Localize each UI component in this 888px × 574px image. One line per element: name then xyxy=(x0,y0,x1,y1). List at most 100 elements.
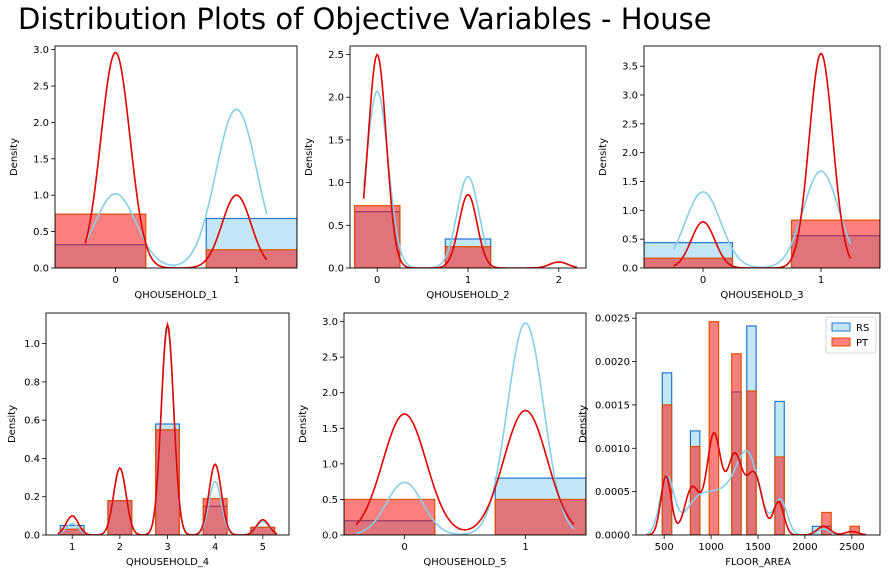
y-tick-label: 0.5 xyxy=(622,235,638,246)
x-tick-label: 2 xyxy=(556,275,562,286)
y-tick-label: 3.0 xyxy=(33,45,49,56)
bar-pt-8 xyxy=(849,525,860,535)
x-tick-label: 1 xyxy=(69,542,75,553)
y-tick-label: 3.0 xyxy=(622,91,638,102)
y-tick-label: 0.5 xyxy=(33,227,49,238)
y-tick-label: 1.0 xyxy=(328,178,344,189)
y-tick-label: 3.0 xyxy=(322,317,338,328)
x-axis-label: QHOUSEHOLD_4 xyxy=(126,557,209,568)
plot-area xyxy=(646,321,867,535)
y-tick-label: 0.0025 xyxy=(595,314,630,325)
legend-swatch-pt xyxy=(831,337,851,347)
bar-pt-1 xyxy=(644,257,734,268)
plot-area xyxy=(344,322,586,535)
legend-swatch-rs xyxy=(831,322,851,332)
y-axis-label: Density xyxy=(304,138,315,176)
x-tick-label: 3 xyxy=(164,542,170,553)
bar-pt-2 xyxy=(205,249,297,268)
y-tick-label: 0.0 xyxy=(24,531,40,542)
y-tick-label: 0.0015 xyxy=(595,400,630,411)
y-tick-label: 1.5 xyxy=(322,424,338,435)
plot-area xyxy=(644,52,880,268)
plot-area xyxy=(57,321,278,535)
y-tick-label: 1.0 xyxy=(24,339,40,350)
y-axis-label: Density xyxy=(9,138,20,176)
bar-pt-7 xyxy=(821,511,832,535)
bar-pt-5 xyxy=(250,526,276,535)
subplot-4: 1 2 3 4 5 0.0 0.2 0.4 0.6 0.8 1.0 QHOUSEHOLD_4 Densi… xyxy=(7,312,290,568)
y-tick-label: 0.0 xyxy=(622,264,638,275)
x-axis-label: QHOUSEHOLD_1 xyxy=(134,290,217,301)
y-tick-label: 2.5 xyxy=(622,119,638,130)
y-tick-label: 1.0 xyxy=(622,206,638,217)
x-tick-label: 2000 xyxy=(792,542,817,553)
y-tick-label: 1.0 xyxy=(322,459,338,470)
figure-title: Distribution Plots of Objective Variable… xyxy=(18,2,712,36)
y-tick-label: 0.0000 xyxy=(595,531,630,542)
kde-line-pt xyxy=(673,52,852,268)
y-tick-label: 0.0 xyxy=(322,531,338,542)
bar-pt-4 xyxy=(731,353,742,535)
kde-line-rs xyxy=(646,450,852,535)
y-tick-label: 2.5 xyxy=(33,82,49,93)
x-tick-label: 1 xyxy=(522,542,528,553)
x-tick-label: 1500 xyxy=(745,542,770,553)
x-axis-label: QHOUSEHOLD_3 xyxy=(720,290,803,301)
bar-pt-5 xyxy=(746,390,757,535)
y-tick-label: 2.0 xyxy=(328,93,344,104)
bar-pt-2 xyxy=(689,445,701,535)
axes-frame xyxy=(643,45,881,269)
bar-pt-1 xyxy=(55,213,147,268)
kde-line-pt xyxy=(362,53,578,268)
y-tick-label: 0.8 xyxy=(24,377,40,388)
x-tick-label: 0 xyxy=(112,275,118,286)
y-tick-label: 0.4 xyxy=(24,454,40,465)
kde-line-rs xyxy=(84,108,268,266)
y-tick-label: 1.5 xyxy=(328,135,344,146)
kde-line-rs xyxy=(355,322,575,535)
x-tick-label: 2500 xyxy=(839,542,864,553)
y-tick-label: 2.0 xyxy=(622,148,638,159)
kde-line-pt xyxy=(646,431,867,535)
y-tick-label: 0.2 xyxy=(24,492,40,503)
y-axis-label: Density xyxy=(578,405,589,443)
x-tick-label: 1 xyxy=(233,275,239,286)
y-axis-label: Density xyxy=(298,405,309,443)
y-tick-label: 0.5 xyxy=(322,495,338,506)
y-tick-label: 2.5 xyxy=(322,353,338,364)
legend-label-rs: RS xyxy=(856,323,869,334)
plot-area xyxy=(55,51,297,268)
x-tick-label: 0 xyxy=(700,275,706,286)
y-axis-label: Density xyxy=(598,138,609,176)
x-tick-label: 500 xyxy=(655,542,674,553)
x-tick-label: 1 xyxy=(465,275,471,286)
y-tick-label: 0.0005 xyxy=(595,487,630,498)
y-tick-label: 1.0 xyxy=(33,191,49,202)
bar-pt-1 xyxy=(344,498,436,535)
x-tick-label: 5 xyxy=(260,542,266,553)
x-tick-label: 4 xyxy=(212,542,218,553)
x-tick-label: 0 xyxy=(374,275,380,286)
plot-area xyxy=(353,53,578,268)
x-tick-label: 1 xyxy=(818,275,824,286)
y-tick-label: 2.5 xyxy=(328,50,344,61)
y-tick-label: 3.5 xyxy=(622,62,638,73)
x-tick-label: 2 xyxy=(117,542,123,553)
y-axis-label: Density xyxy=(7,405,18,443)
bar-pt-4 xyxy=(202,498,228,535)
y-tick-label: 2.0 xyxy=(322,388,338,399)
bar-pt-3 xyxy=(708,321,720,535)
subplot-1: 0 1 0.0 0.5 1.0 1.5 2.0 2.5 3.0 QHOUSEHOLD_1 Densi… xyxy=(9,45,298,301)
bar-pt-2 xyxy=(107,499,133,535)
y-tick-label: 0.0 xyxy=(328,264,344,275)
y-tick-label: 0.0010 xyxy=(595,444,630,455)
kde-line-pt xyxy=(355,409,575,531)
x-axis-label: QHOUSEHOLD_5 xyxy=(423,557,506,568)
bar-pt-2 xyxy=(790,219,880,268)
y-tick-label: 0.0 xyxy=(33,264,49,275)
legend-label-pt: PT xyxy=(856,338,869,349)
axes-frame xyxy=(343,312,587,536)
subplot-6: 500 1000 1500 2000 2500 0.0000 0.0005 0.0010 0.0… xyxy=(578,312,881,568)
axes-frame xyxy=(54,45,298,269)
